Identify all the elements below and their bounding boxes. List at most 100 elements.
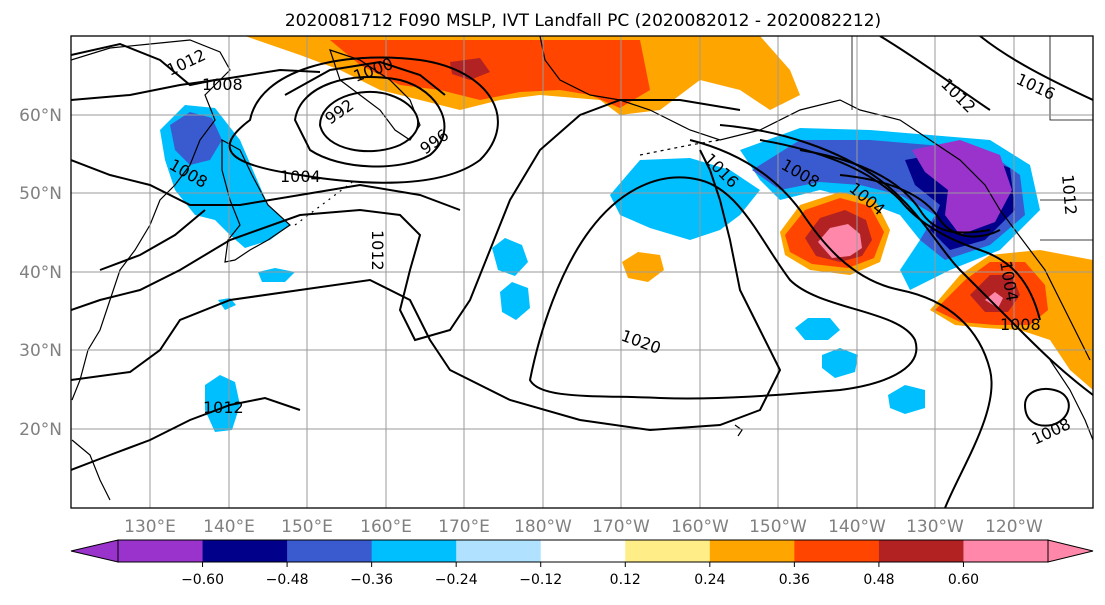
lon-tick: 140°W bbox=[828, 517, 886, 537]
ivt-negative-blob-3 bbox=[795, 318, 840, 340]
colorbar-tick-label: 0.48 bbox=[863, 572, 894, 588]
contour-label: 1008 bbox=[202, 75, 243, 94]
contour-label: 1012 bbox=[368, 230, 387, 271]
lon-tick: 130°E bbox=[124, 517, 176, 537]
coastlines bbox=[71, 36, 1093, 501]
ivt-negative-gulf-purple bbox=[912, 140, 1012, 235]
lon-tick: 160°W bbox=[671, 517, 729, 537]
contour-1012-south bbox=[71, 396, 301, 471]
lat-tick-20n: 20°N bbox=[19, 420, 62, 440]
colorbar-cell bbox=[287, 540, 373, 562]
colorbar-cell bbox=[540, 540, 626, 562]
colorbar-tick-label: 0.36 bbox=[779, 572, 810, 588]
colorbar-cell bbox=[878, 540, 964, 562]
lon-tick: 150°E bbox=[281, 517, 333, 537]
colorbar: −0.60 −0.48 −0.36 −0.24 −0.12 0.12 0.24 0.36 0.4… bbox=[70, 539, 1094, 588]
ivt-negative-central-cyan bbox=[610, 158, 760, 240]
colorbar-tick-label: −0.24 bbox=[435, 572, 478, 588]
ivt-positive-blob-1 bbox=[622, 252, 664, 282]
mslp-contours bbox=[71, 36, 1093, 508]
colorbar-cell bbox=[963, 540, 1049, 562]
coast-alaska bbox=[539, 36, 1091, 361]
map-content: 1012 1008 1000 992 996 1004 1008 1004 10… bbox=[71, 36, 1093, 508]
contour-label: 1012 bbox=[203, 398, 244, 417]
figure-title: 2020081712 F090 MSLP, IVT Landfall PC (2… bbox=[285, 11, 881, 31]
contour-1000 bbox=[284, 60, 446, 96]
lon-tick: 180°W bbox=[514, 517, 572, 537]
ivt-negative-blob-4 bbox=[822, 348, 858, 378]
contour-992 bbox=[318, 90, 420, 153]
ivt-negative-blob-1 bbox=[492, 238, 528, 276]
lat-tick-40n: 40°N bbox=[19, 263, 62, 283]
lon-tick: 140°E bbox=[203, 517, 255, 537]
colorbar-cells bbox=[70, 539, 1094, 563]
contour-1016 bbox=[71, 149, 782, 432]
coast-philippines bbox=[71, 439, 111, 501]
ivt-positive-north-darkred bbox=[450, 58, 490, 80]
ivt-negative-blob-8 bbox=[218, 298, 236, 310]
colorbar-cell bbox=[371, 540, 457, 562]
lat-ticks: 60°N 50°N 40°N 30°N 20°N bbox=[19, 106, 62, 440]
lat-tick-60n: 60°N bbox=[19, 106, 62, 126]
coast-asia bbox=[71, 39, 231, 401]
ivt-negative-blob-5 bbox=[888, 385, 925, 414]
colorbar-cell bbox=[709, 540, 795, 562]
map-frame bbox=[70, 35, 1094, 509]
colorbar-cell bbox=[625, 540, 711, 562]
colorbar-tick-label: −0.48 bbox=[266, 572, 309, 588]
coast-kamchatka bbox=[329, 49, 421, 141]
contour-label: 1004 bbox=[280, 167, 321, 186]
state-borders bbox=[851, 36, 1093, 241]
lon-tick: 130°W bbox=[906, 517, 964, 537]
colorbar-ticks: −0.60 −0.48 −0.36 −0.24 −0.12 0.12 0.24 0.36 0.4… bbox=[181, 562, 979, 588]
contour-1014-ak bbox=[879, 36, 991, 111]
colorbar-extend-high bbox=[1047, 539, 1094, 563]
colorbar-tick-label: −0.60 bbox=[181, 572, 224, 588]
lon-tick: 170°W bbox=[592, 517, 650, 537]
contour-1012-central bbox=[71, 99, 741, 342]
contour-1012-east bbox=[719, 124, 1093, 396]
colorbar-tick-label: 0.60 bbox=[948, 572, 979, 588]
lon-ticks: 130°E 140°E 150°E 160°E 170°E 180°W 170°… bbox=[124, 517, 1043, 537]
ivt-positive-core-pink bbox=[818, 224, 862, 258]
lon-tick: 150°W bbox=[749, 517, 807, 537]
ivt-negative-blob-6 bbox=[205, 375, 240, 432]
lon-tick: 120°W bbox=[985, 517, 1043, 537]
ivt-positive-north-red bbox=[330, 40, 650, 108]
ivt-negative-japan-blue bbox=[170, 112, 222, 165]
lat-tick-30n: 30°N bbox=[19, 341, 62, 361]
contour-label: 1008 bbox=[1000, 315, 1041, 334]
contour-1012-japan-inner bbox=[99, 209, 206, 271]
lon-tick: 170°E bbox=[438, 517, 490, 537]
colorbar-cell bbox=[118, 540, 204, 562]
colorbar-tick-label: −0.36 bbox=[350, 572, 393, 588]
map-panel: 1012 1008 1000 992 996 1004 1008 1004 10… bbox=[70, 35, 1094, 509]
contour-1004 bbox=[228, 56, 499, 184]
contour-996 bbox=[293, 76, 446, 168]
contour-1008-sw bbox=[1023, 387, 1070, 427]
contour-1008-nw bbox=[71, 68, 321, 101]
coast-mexico bbox=[1049, 359, 1093, 441]
colorbar-cell bbox=[202, 540, 288, 562]
contour-1004-east bbox=[799, 149, 991, 234]
colorbar-tick-label: 0.12 bbox=[610, 572, 641, 588]
contour-1016-east bbox=[689, 139, 993, 508]
ivt-positive-california-pink bbox=[985, 292, 1003, 308]
colorbar-cell bbox=[794, 540, 880, 562]
colorbar-tick-label: 0.24 bbox=[694, 572, 725, 588]
contour-1008-east bbox=[759, 139, 1041, 321]
colorbar-extend-low bbox=[70, 539, 119, 563]
coast-hawaii bbox=[734, 424, 743, 437]
contour-1020 bbox=[528, 176, 918, 400]
lon-tick: 160°E bbox=[360, 517, 412, 537]
colorbar-frame bbox=[117, 539, 1049, 563]
colorbar-cell bbox=[456, 540, 542, 562]
colorbar-tick-label: −0.12 bbox=[519, 572, 562, 588]
ivt-negative-blob-2 bbox=[500, 282, 530, 320]
contour-1016-ak bbox=[979, 36, 1093, 101]
lat-tick-50n: 50°N bbox=[19, 184, 62, 204]
contour-low-east bbox=[839, 174, 1001, 238]
contour-label: 1012 bbox=[1058, 174, 1080, 216]
